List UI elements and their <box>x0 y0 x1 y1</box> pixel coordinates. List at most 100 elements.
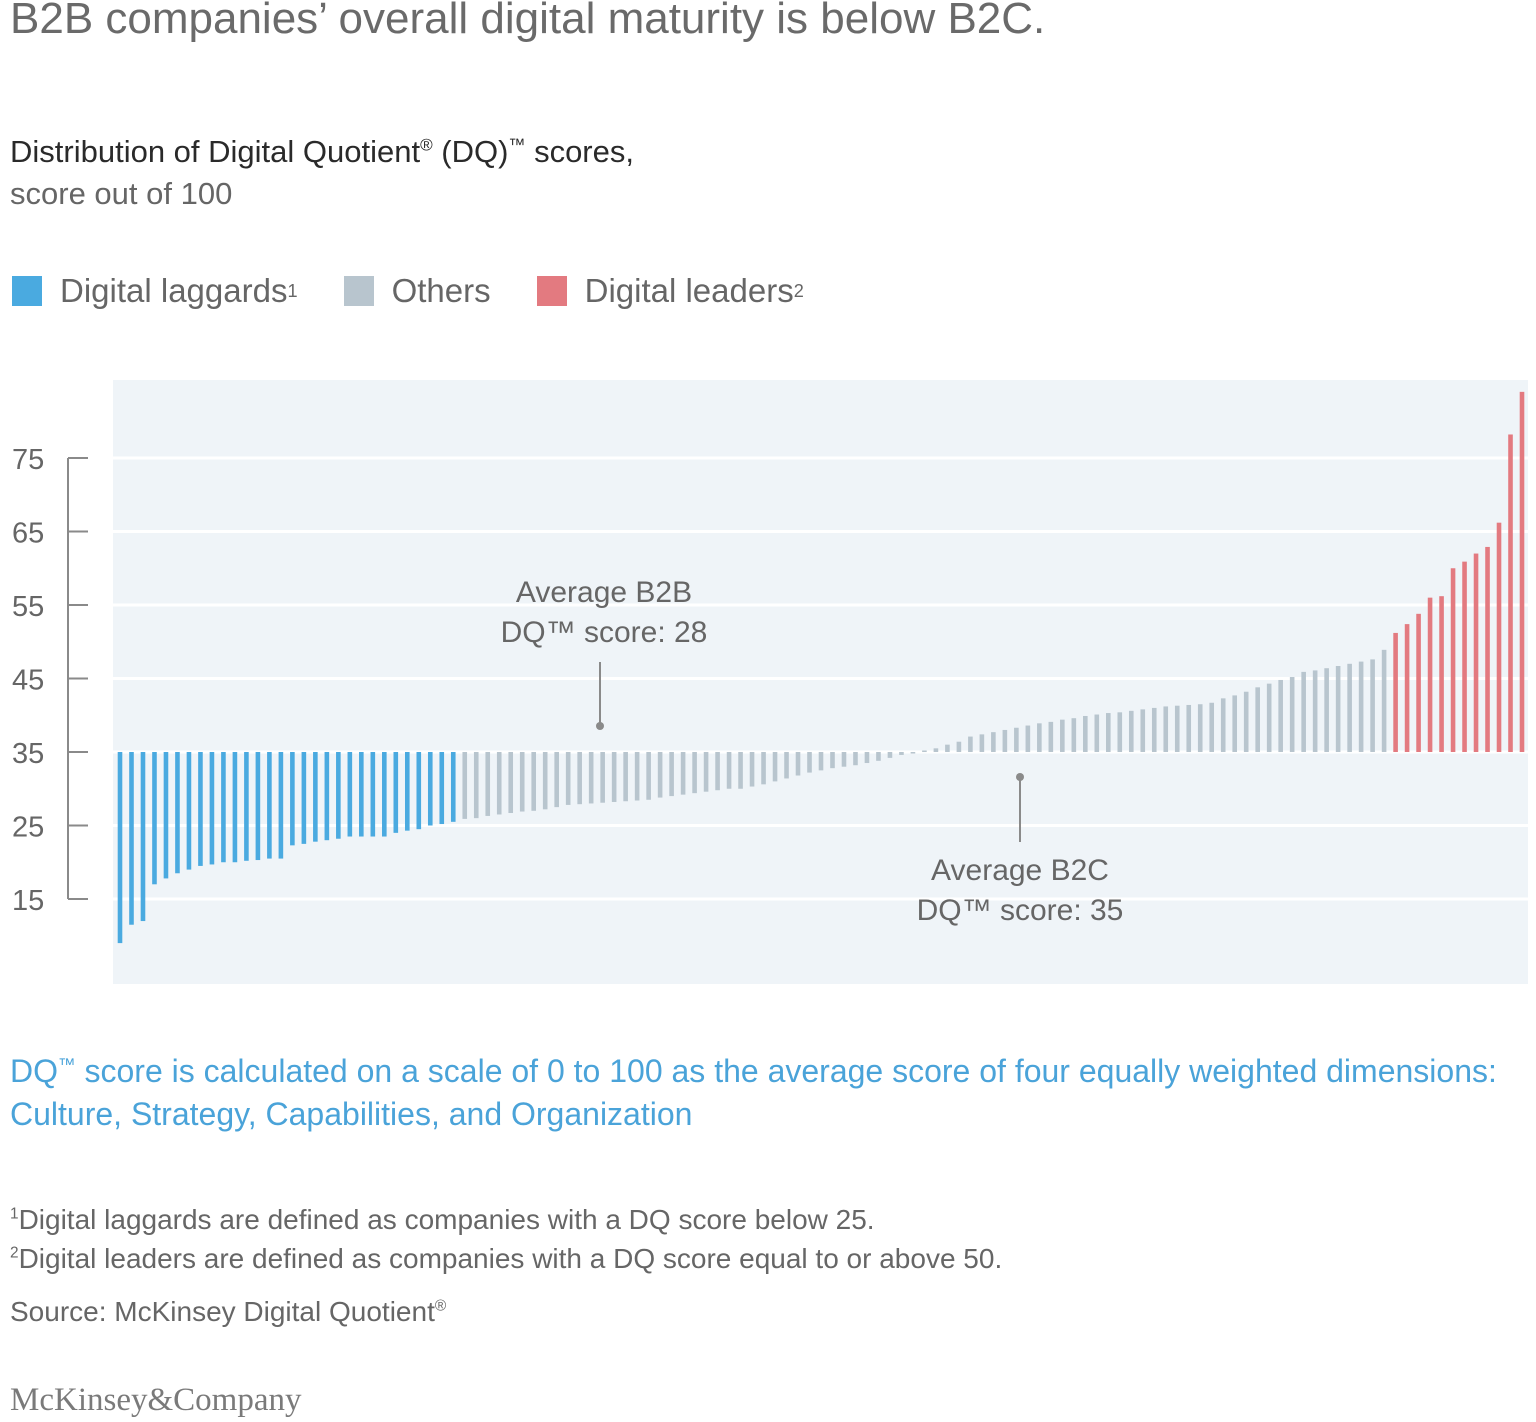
bar <box>1243 691 1249 752</box>
bar <box>427 752 433 826</box>
bar <box>393 752 399 833</box>
y-tick-label: 15 <box>12 885 44 917</box>
bar <box>1370 659 1375 752</box>
bar <box>703 752 709 792</box>
bar <box>117 752 123 944</box>
bar <box>876 752 881 761</box>
bar <box>1048 721 1054 752</box>
bar <box>956 741 962 752</box>
b2c-annotation-line2: DQ™ score: 35 <box>917 894 1124 927</box>
bar <box>1071 718 1077 752</box>
bar <box>175 752 180 874</box>
bar <box>945 744 950 752</box>
bar <box>347 752 353 837</box>
bar <box>922 750 927 753</box>
bar <box>313 752 318 842</box>
bar <box>1002 729 1008 752</box>
legend-item-laggards: Digital laggards 1 <box>12 272 298 310</box>
bar <box>1163 706 1169 752</box>
b2b-annotation-line1: Average B2B <box>516 576 692 609</box>
legend-item-others: Others <box>343 272 491 310</box>
legend-label-laggards: Digital laggards <box>60 272 288 309</box>
bar <box>1358 661 1364 752</box>
y-tick-label: 25 <box>12 812 44 844</box>
bar <box>232 752 238 863</box>
bar <box>669 752 674 797</box>
bar <box>1393 632 1398 752</box>
bar <box>221 752 226 863</box>
legend-label-leaders: Digital leaders <box>584 272 794 309</box>
bar <box>152 752 157 885</box>
footnote-2: 2Digital leaders are defined as companie… <box>10 1243 1003 1274</box>
bar <box>129 752 134 925</box>
bar <box>1335 666 1341 752</box>
bar <box>508 752 514 814</box>
bar <box>1508 434 1513 752</box>
legend-label-others: Others <box>391 272 491 309</box>
b2c-annotation-dot <box>1016 773 1024 781</box>
bar <box>404 752 410 831</box>
source-note: Source: McKinsey Digital Quotient® <box>10 1296 447 1327</box>
bar <box>198 752 203 866</box>
bar <box>1301 671 1306 752</box>
bar <box>255 752 261 861</box>
y-tick-label: 75 <box>12 444 44 476</box>
bar <box>290 752 295 846</box>
bar <box>1519 391 1525 752</box>
bar <box>1462 561 1467 752</box>
b2b-annotation-dot <box>596 722 604 730</box>
bar <box>554 752 559 808</box>
bar <box>1278 679 1283 752</box>
bar <box>577 752 582 805</box>
y-tick-label: 65 <box>12 518 44 550</box>
bar <box>1220 698 1226 752</box>
bar <box>818 752 824 771</box>
bar <box>807 752 812 773</box>
bar <box>634 752 640 801</box>
b2c-annotation-line1: Average B2C <box>931 854 1109 887</box>
bar <box>1083 715 1088 752</box>
bar <box>1014 727 1019 752</box>
bar <box>416 752 422 830</box>
bar <box>588 752 594 804</box>
bar <box>1174 705 1180 752</box>
bar <box>1060 719 1065 752</box>
bar <box>1416 613 1421 752</box>
bar <box>1186 704 1192 752</box>
bar <box>968 736 973 752</box>
bar <box>450 752 456 822</box>
bar <box>1255 687 1260 752</box>
bar <box>1266 683 1272 752</box>
y-tick-label: 55 <box>12 591 44 623</box>
bar <box>1439 596 1444 752</box>
bar <box>1404 624 1410 752</box>
bar <box>462 752 468 819</box>
bar <box>278 752 284 859</box>
bar <box>1117 712 1123 752</box>
bar <box>1485 546 1490 752</box>
bar <box>680 752 686 795</box>
bar <box>1312 670 1318 752</box>
bar <box>519 752 525 812</box>
bar <box>1140 709 1146 752</box>
bar <box>772 752 778 782</box>
bar <box>991 732 996 752</box>
bar <box>830 752 835 769</box>
bar <box>600 752 605 803</box>
legend-swatch-laggards <box>12 276 42 306</box>
bar <box>531 752 537 811</box>
bar <box>244 752 249 861</box>
legend: Digital laggards 1 Others Digital leaders… <box>12 272 850 310</box>
bar <box>1105 713 1111 752</box>
bar <box>1450 568 1456 752</box>
legend-swatch-others <box>343 276 374 306</box>
bar <box>738 752 743 789</box>
y-tick-label: 45 <box>12 665 44 697</box>
bar <box>726 752 732 789</box>
bar <box>979 734 985 752</box>
bar <box>1094 714 1100 752</box>
bar <box>1496 522 1502 752</box>
bar <box>336 752 341 839</box>
bar <box>382 752 387 837</box>
bar <box>565 752 571 805</box>
